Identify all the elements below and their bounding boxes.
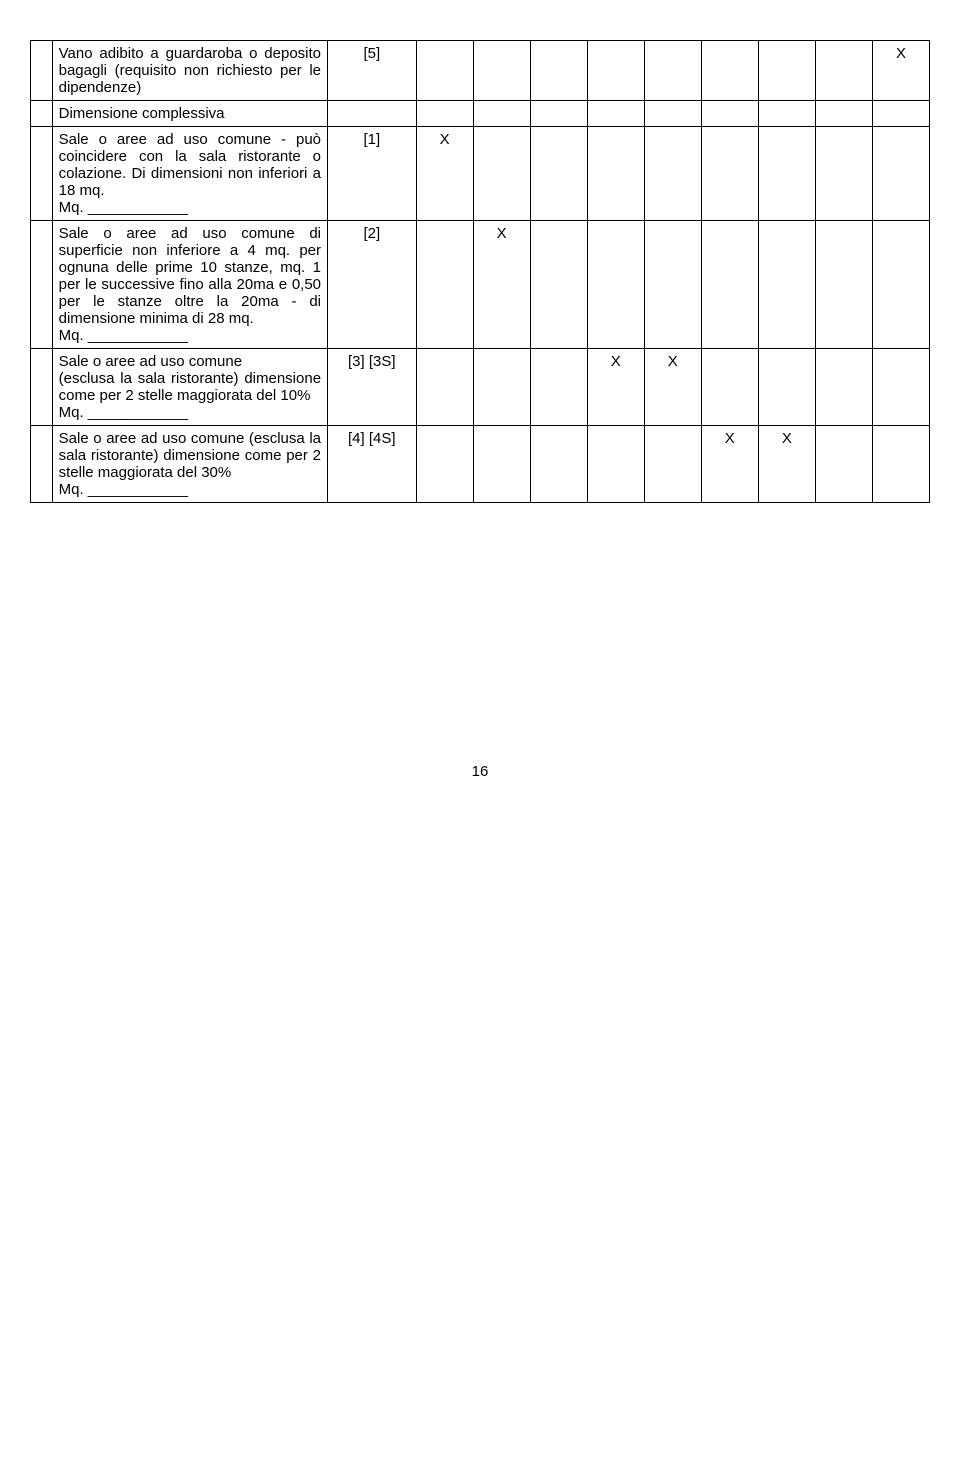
table-row: Sale o aree ad uso comune - può coincide… (31, 127, 930, 221)
mark-cell (644, 41, 701, 101)
mark-cell: X (872, 41, 929, 101)
description-cell: Sale o aree ad uso comune(esclusa la sal… (52, 349, 327, 426)
code-cell: [3] [3S] (328, 349, 417, 426)
mark-cell (416, 349, 473, 426)
mark-cell: X (473, 221, 530, 349)
mark-cell (815, 101, 872, 127)
mark-cell (473, 101, 530, 127)
mark-cell (701, 349, 758, 426)
mark-cell (473, 127, 530, 221)
mark-cell (872, 426, 929, 503)
mark-cell: X (644, 349, 701, 426)
mark-cell (416, 101, 473, 127)
mark-cell (644, 127, 701, 221)
mark-cell (758, 101, 815, 127)
code-cell (328, 101, 417, 127)
mark-cell: X (758, 426, 815, 503)
row-indent-cell (31, 41, 53, 101)
mark-cell (530, 41, 587, 101)
mark-cell (473, 349, 530, 426)
description-cell: Dimensione complessiva (52, 101, 327, 127)
mark-cell (587, 426, 644, 503)
requirements-table: Vano adibito a guardaroba o deposito bag… (30, 40, 930, 503)
code-cell: [5] (328, 41, 417, 101)
description-cell: Sale o aree ad uso comune - può coincide… (52, 127, 327, 221)
row-indent-cell (31, 221, 53, 349)
mark-cell (872, 127, 929, 221)
code-cell: [4] [4S] (328, 426, 417, 503)
table-row: Sale o aree ad uso comune (esclusa la sa… (31, 426, 930, 503)
mark-cell (530, 127, 587, 221)
table-row: Sale o aree ad uso comune di superficie … (31, 221, 930, 349)
code-cell: [1] (328, 127, 417, 221)
mark-cell (815, 221, 872, 349)
description-cell: Sale o aree ad uso comune di superficie … (52, 221, 327, 349)
row-indent-cell (31, 349, 53, 426)
row-indent-cell (31, 426, 53, 503)
mark-cell (872, 349, 929, 426)
mark-cell (872, 221, 929, 349)
mark-cell (758, 127, 815, 221)
mark-cell: X (587, 349, 644, 426)
mark-cell (473, 41, 530, 101)
mark-cell: X (416, 127, 473, 221)
mark-cell (701, 127, 758, 221)
mark-cell (587, 101, 644, 127)
mark-cell (644, 221, 701, 349)
row-indent-cell (31, 101, 53, 127)
table-row: Dimensione complessiva (31, 101, 930, 127)
mark-cell (644, 101, 701, 127)
mark-cell (530, 349, 587, 426)
mark-cell (530, 426, 587, 503)
table-row: Vano adibito a guardaroba o deposito bag… (31, 41, 930, 101)
mark-cell (758, 221, 815, 349)
description-cell: Vano adibito a guardaroba o deposito bag… (52, 41, 327, 101)
mark-cell (758, 349, 815, 426)
mark-cell (530, 221, 587, 349)
code-cell: [2] (328, 221, 417, 349)
mark-cell (758, 41, 815, 101)
description-cell: Sale o aree ad uso comune (esclusa la sa… (52, 426, 327, 503)
mark-cell (587, 221, 644, 349)
mark-cell (644, 426, 701, 503)
mark-cell (701, 41, 758, 101)
mark-cell (701, 101, 758, 127)
mark-cell (872, 101, 929, 127)
mark-cell (815, 349, 872, 426)
mark-cell (815, 127, 872, 221)
mark-cell (416, 426, 473, 503)
page-number: 16 (30, 763, 930, 780)
mark-cell (701, 221, 758, 349)
row-indent-cell (31, 127, 53, 221)
mark-cell (587, 127, 644, 221)
mark-cell (416, 41, 473, 101)
mark-cell (815, 41, 872, 101)
table-row: Sale o aree ad uso comune(esclusa la sal… (31, 349, 930, 426)
mark-cell (587, 41, 644, 101)
mark-cell (815, 426, 872, 503)
mark-cell (473, 426, 530, 503)
mark-cell (416, 221, 473, 349)
mark-cell (530, 101, 587, 127)
mark-cell: X (701, 426, 758, 503)
